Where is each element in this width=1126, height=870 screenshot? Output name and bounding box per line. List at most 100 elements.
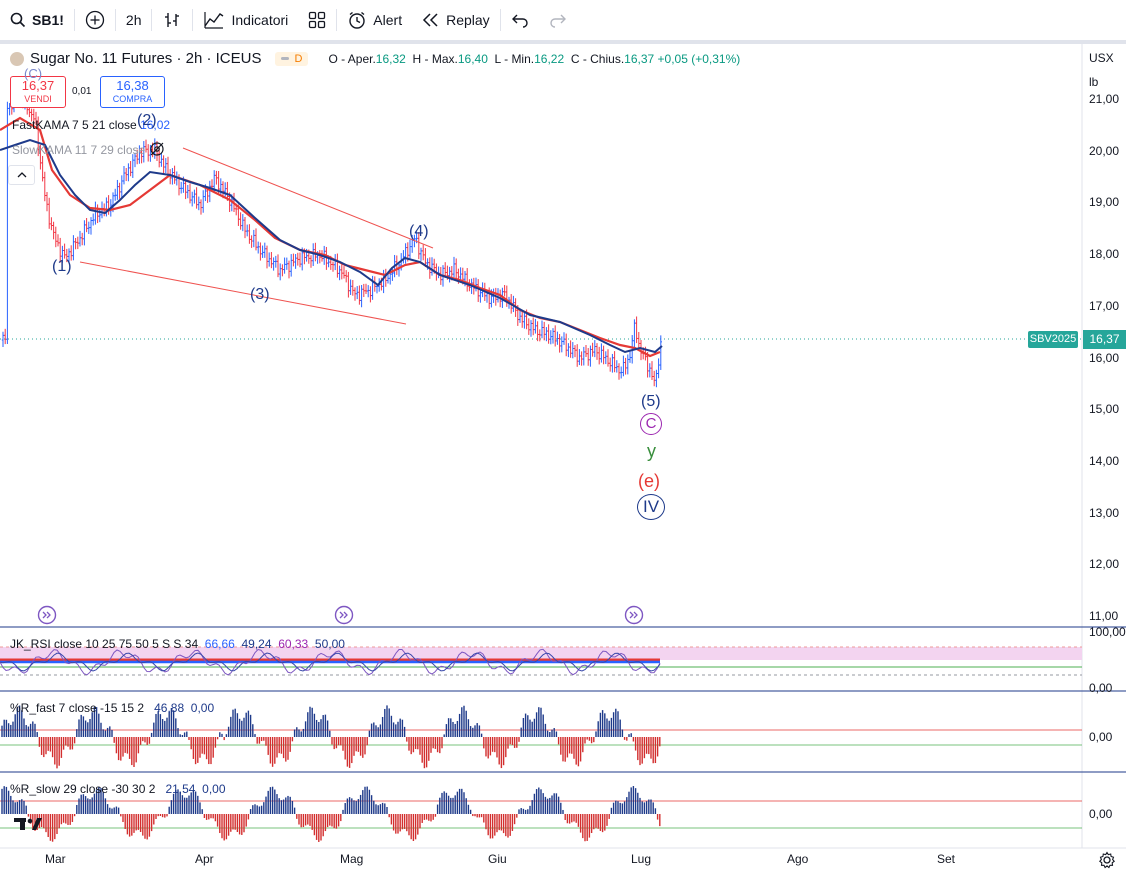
- high-label: H - Max.: [412, 51, 458, 66]
- time-tick: Ago: [787, 852, 809, 866]
- wr-fast-tick: 0,00: [1089, 730, 1113, 744]
- price-tick: 12,00: [1089, 557, 1120, 571]
- rsi-legend[interactable]: JK_RSI close 10 25 75 50 5 S S 34 66,66 …: [10, 637, 345, 651]
- time-tick: Apr: [195, 852, 214, 866]
- change-value: +0,05 (+0,31%): [657, 51, 741, 66]
- interval-button[interactable]: 2h: [116, 0, 152, 40]
- wr-fast-value-2: 0,00: [190, 701, 215, 715]
- time-tick: Set: [937, 852, 956, 866]
- wave-label-e: (e): [638, 471, 660, 491]
- sell-price: 16,37: [21, 78, 55, 93]
- low-label: L - Min.: [494, 51, 535, 66]
- templates-button[interactable]: [298, 0, 336, 40]
- sell-label: VENDI: [24, 94, 52, 104]
- symbol-label: SB1!: [32, 12, 64, 28]
- open-label: O - Aper.: [328, 51, 376, 66]
- top-toolbar: SB1! 2h Indicatori Alert Replay: [0, 0, 1126, 40]
- price-tick: 17,00: [1089, 299, 1120, 313]
- alarm-clock-icon: [349, 11, 365, 29]
- symbol-title: Sugar No. 11 Futures · 2h · ICEUS: [30, 50, 262, 67]
- price-tick: 16,00: [1089, 351, 1120, 365]
- price-tick: 14,00: [1089, 454, 1120, 468]
- slow-kama-label: SlowKAMA 11 7 29 close: [12, 143, 146, 157]
- price-tick: 18,00: [1089, 247, 1120, 261]
- session-break-icon[interactable]: [37, 605, 57, 625]
- buy-label: COMPRA: [112, 94, 153, 104]
- price-tick: 11,00: [1089, 609, 1119, 623]
- close-label: C - Chius.: [570, 51, 625, 66]
- wave-label-c: C: [640, 413, 662, 435]
- time-tick: Giu: [488, 852, 507, 866]
- buy-price: 16,38: [116, 78, 149, 93]
- trendline-lower: [79, 261, 407, 325]
- time-tick: Lug: [631, 852, 652, 866]
- undo-icon: [511, 14, 528, 28]
- spread-value: 0,01: [72, 86, 92, 97]
- gear-icon[interactable]: [1098, 851, 1116, 869]
- wave-label-2: (2): [137, 112, 157, 129]
- separator: [114, 9, 116, 31]
- wr-slow-value-1: 21,54: [165, 782, 196, 796]
- last-price-tag: 16,37: [1083, 330, 1126, 349]
- undo-button[interactable]: [501, 0, 539, 40]
- high-value: 16,40: [457, 51, 488, 66]
- delayed-label: D: [294, 52, 303, 65]
- session-break-icon[interactable]: [334, 605, 354, 625]
- bars-chart-icon: [165, 13, 180, 27]
- rsi-value-4: 50,00: [314, 637, 345, 651]
- layout-grid-icon: [309, 11, 326, 29]
- toolbar-divider: [0, 40, 1126, 44]
- sell-button[interactable]: 16,37 VENDI: [10, 76, 66, 108]
- slow-kama-line: [0, 138, 663, 354]
- wave-label-3: (3): [250, 286, 270, 303]
- slow-kama-legend[interactable]: SlowKAMA 11 7 29 close: [12, 142, 165, 157]
- delayed-badge[interactable]: D: [275, 51, 309, 66]
- symbol-search[interactable]: SB1!: [0, 0, 74, 40]
- wr-fast-value-1: 46,88: [154, 701, 185, 715]
- open-value: 16,32: [375, 51, 406, 66]
- currency-selector[interactable]: USX: [1089, 51, 1114, 65]
- compare-button[interactable]: [75, 0, 115, 40]
- symbol-legend: Sugar No. 11 Futures · 2h · ICEUS D O - …: [10, 50, 740, 67]
- separator: [73, 9, 75, 31]
- replay-label: Replay: [446, 12, 490, 28]
- wr-slow-legend[interactable]: %R_slow 29 close -30 30 2 21,54 0,00: [10, 782, 226, 796]
- rewind-icon: [423, 13, 438, 27]
- indicators-button[interactable]: Indicatori: [193, 0, 298, 40]
- separator: [192, 9, 194, 31]
- chart-type-button[interactable]: [152, 0, 192, 40]
- unit-selector[interactable]: lb: [1089, 75, 1099, 89]
- tradingview-logo-icon[interactable]: [14, 816, 46, 832]
- rsi-tick: 100,00: [1089, 625, 1126, 639]
- wr-slow-label: %R_slow 29 close -30 30 2: [10, 782, 156, 796]
- separator: [336, 9, 338, 31]
- fast-kama-legend[interactable]: FastKAMA 7 5 21 close 16,02: [12, 118, 170, 132]
- price-tick: 13,00: [1089, 506, 1120, 520]
- low-value: 16,22: [534, 51, 565, 66]
- plus-circle-icon: [85, 10, 105, 30]
- redo-button[interactable]: [539, 0, 577, 40]
- replay-button[interactable]: Replay: [412, 0, 500, 40]
- rsi-avg-line: [0, 652, 661, 672]
- session-break-icon[interactable]: [624, 605, 644, 625]
- wave-label-iv: IV: [637, 494, 665, 520]
- rsi-line: [0, 648, 661, 676]
- wave-label-y: y: [647, 441, 656, 461]
- wave-label-top-c: (C): [24, 66, 43, 81]
- alert-label: Alert: [373, 12, 403, 28]
- buy-button[interactable]: 16,38 COMPRA: [100, 76, 165, 108]
- wr-fast-legend[interactable]: %R_fast 7 close -15 15 2 46,88 0,00: [10, 701, 214, 715]
- wave-label-1: (1): [52, 258, 72, 275]
- alert-button[interactable]: Alert: [337, 0, 412, 40]
- fast-kama-label: FastKAMA 7 5 21 close: [12, 118, 137, 132]
- time-tick: Mar: [45, 852, 66, 866]
- price-tick: 19,00: [1089, 195, 1120, 209]
- hidden-eye-icon[interactable]: [149, 142, 165, 156]
- collapse-legend-button[interactable]: [8, 165, 35, 185]
- close-value: 16,37: [624, 51, 655, 66]
- rsi-label: JK_RSI close 10 25 75 50 5 S S 34: [10, 637, 199, 651]
- redo-icon: [550, 14, 566, 28]
- wr-slow-value-2: 0,00: [202, 782, 226, 796]
- rsi-value-2: 49,24: [241, 637, 272, 651]
